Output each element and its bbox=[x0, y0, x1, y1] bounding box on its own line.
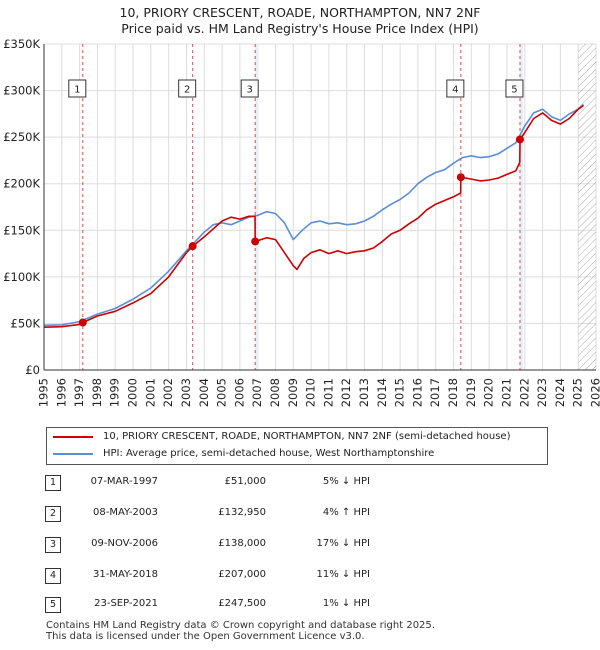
sale-label-box bbox=[240, 79, 259, 98]
footer: Contains HM Land Registry data © Crown c… bbox=[46, 620, 435, 642]
sale-price: £247,500 bbox=[218, 598, 266, 609]
y-tick-label: £100K bbox=[3, 270, 40, 284]
y-tick-label: £150K bbox=[3, 223, 40, 237]
x-tick-label: 1995 bbox=[37, 378, 51, 407]
sale-hpi-diff: 4% ↑ HPI bbox=[322, 507, 370, 518]
sale-marker bbox=[251, 237, 260, 246]
x-tick-label: 2007 bbox=[250, 378, 264, 407]
sale-label-box bbox=[178, 79, 197, 98]
sale-label-box bbox=[68, 79, 87, 98]
y-tick-label: £0 bbox=[25, 363, 40, 377]
x-tick-label: 2001 bbox=[143, 378, 157, 407]
sale-label-number: 2 bbox=[184, 85, 190, 96]
sale-number-badge: 3 bbox=[45, 537, 61, 553]
sale-price: £207,000 bbox=[218, 569, 266, 580]
sale-price: £132,950 bbox=[218, 507, 266, 518]
hpi-line bbox=[43, 103, 585, 327]
x-tick-label: 1996 bbox=[54, 378, 68, 407]
sale-marker bbox=[515, 135, 524, 144]
x-tick-label: 2010 bbox=[304, 378, 318, 407]
sale-label-number: 3 bbox=[246, 85, 252, 96]
x-tick-label: 2014 bbox=[375, 378, 389, 407]
legend-label-hpi: HPI: Average price, semi-detached house,… bbox=[103, 448, 435, 459]
table-row: 5 23-SEP-2021 £247,500 1% ↓ HPI bbox=[0, 594, 600, 614]
x-tick-label: 2011 bbox=[321, 378, 335, 407]
legend-swatch-property bbox=[53, 436, 93, 438]
table-row: 4 31-MAY-2018 £207,000 11% ↓ HPI bbox=[0, 565, 600, 585]
sale-label-number: 1 bbox=[74, 85, 80, 96]
sale-label-number: 4 bbox=[452, 85, 458, 96]
x-tick-label: 2016 bbox=[410, 378, 424, 407]
sale-date: 08-MAY-2003 bbox=[92, 507, 158, 518]
x-tick-label: 2012 bbox=[339, 378, 353, 407]
sale-number-badge: 4 bbox=[45, 568, 61, 584]
x-tick-label: 2025 bbox=[571, 378, 585, 407]
x-tick-label: 1997 bbox=[72, 378, 86, 407]
x-tick-label: 2024 bbox=[553, 378, 567, 407]
table-row: 1 07-MAR-1997 £51,000 5% ↓ HPI bbox=[0, 472, 600, 492]
legend-label-property: 10, PRIORY CRESCENT, ROADE, NORTHAMPTON,… bbox=[103, 431, 511, 442]
sale-hpi-diff: 11% ↓ HPI bbox=[316, 569, 370, 580]
footer-licence: This data is licensed under the Open Gov… bbox=[46, 631, 365, 642]
sale-hpi-diff: 17% ↓ HPI bbox=[316, 538, 370, 549]
sale-number-badge: 1 bbox=[45, 475, 61, 491]
sale-hpi-diff: 1% ↓ HPI bbox=[322, 598, 370, 609]
sale-marker bbox=[456, 173, 465, 182]
plot-area bbox=[44, 44, 596, 370]
sale-hpi-diff: 5% ↓ HPI bbox=[322, 476, 370, 487]
x-tick-label: 2009 bbox=[286, 378, 300, 407]
sale-date: 09-NOV-2006 bbox=[91, 538, 158, 549]
x-tick-label: 2015 bbox=[393, 378, 407, 407]
table-row: 3 09-NOV-2006 £138,000 17% ↓ HPI bbox=[0, 534, 600, 554]
price-chart: 1 2 3 4 5 £0 £50K £100K £150K £200K £250K £300K £35… bbox=[3, 37, 600, 407]
chart-title: 10, PRIORY CRESCENT, ROADE, NORTHAMPTON,… bbox=[119, 5, 481, 20]
y-tick-label: £300K bbox=[3, 84, 40, 98]
x-tick-label: 2013 bbox=[357, 378, 371, 407]
sale-marker bbox=[78, 318, 87, 327]
x-tick-label: 2002 bbox=[161, 378, 175, 407]
sale-highlight-band bbox=[255, 44, 259, 370]
chart-subtitle: Price paid vs. HM Land Registry's House … bbox=[121, 21, 479, 36]
x-tick-label: 2022 bbox=[517, 378, 531, 407]
x-tick-label: 2023 bbox=[535, 378, 549, 407]
table-row: 2 08-MAY-2003 £132,950 4% ↑ HPI bbox=[0, 503, 600, 523]
sale-price: £138,000 bbox=[218, 538, 266, 549]
sale-label-box bbox=[446, 79, 465, 98]
sale-label-box bbox=[505, 79, 524, 98]
x-tick-label: 2000 bbox=[126, 378, 140, 407]
x-tick-label: 2018 bbox=[446, 378, 460, 407]
x-tick-label: 2006 bbox=[232, 378, 246, 407]
sale-label-number: 5 bbox=[511, 85, 517, 96]
x-tick-label: 1999 bbox=[108, 378, 122, 407]
sale-marker bbox=[188, 242, 197, 251]
x-tick-label: 2021 bbox=[499, 378, 513, 407]
legend-swatch-hpi bbox=[53, 453, 93, 455]
sale-date: 31-MAY-2018 bbox=[92, 569, 158, 580]
sale-highlight-band bbox=[519, 44, 523, 370]
x-tick-label: 2026 bbox=[589, 378, 600, 407]
x-tick-label: 2017 bbox=[428, 378, 442, 407]
sale-price: £51,000 bbox=[224, 476, 266, 487]
chart-legend: 10, PRIORY CRESCENT, ROADE, NORTHAMPTON,… bbox=[46, 427, 548, 465]
x-tick-label: 1998 bbox=[90, 378, 104, 407]
x-tick-label: 2008 bbox=[268, 378, 282, 407]
sale-number-badge: 2 bbox=[45, 506, 61, 522]
x-tick-label: 2019 bbox=[464, 378, 478, 407]
y-tick-label: £200K bbox=[3, 177, 40, 191]
y-tick-label: £50K bbox=[11, 316, 41, 330]
sale-number-badge: 5 bbox=[45, 597, 61, 613]
x-tick-label: 2004 bbox=[197, 378, 211, 407]
footer-copyright: Contains HM Land Registry data © Crown c… bbox=[46, 620, 435, 631]
x-tick-label: 2020 bbox=[482, 378, 496, 407]
y-tick-label: £250K bbox=[3, 130, 40, 144]
x-tick-label: 2003 bbox=[179, 378, 193, 407]
x-tick-label: 2005 bbox=[215, 378, 229, 407]
sale-date: 07-MAR-1997 bbox=[90, 476, 158, 487]
forecast-hatch bbox=[578, 44, 596, 370]
sale-date: 23-SEP-2021 bbox=[94, 598, 158, 609]
y-tick-label: £350K bbox=[3, 37, 40, 51]
